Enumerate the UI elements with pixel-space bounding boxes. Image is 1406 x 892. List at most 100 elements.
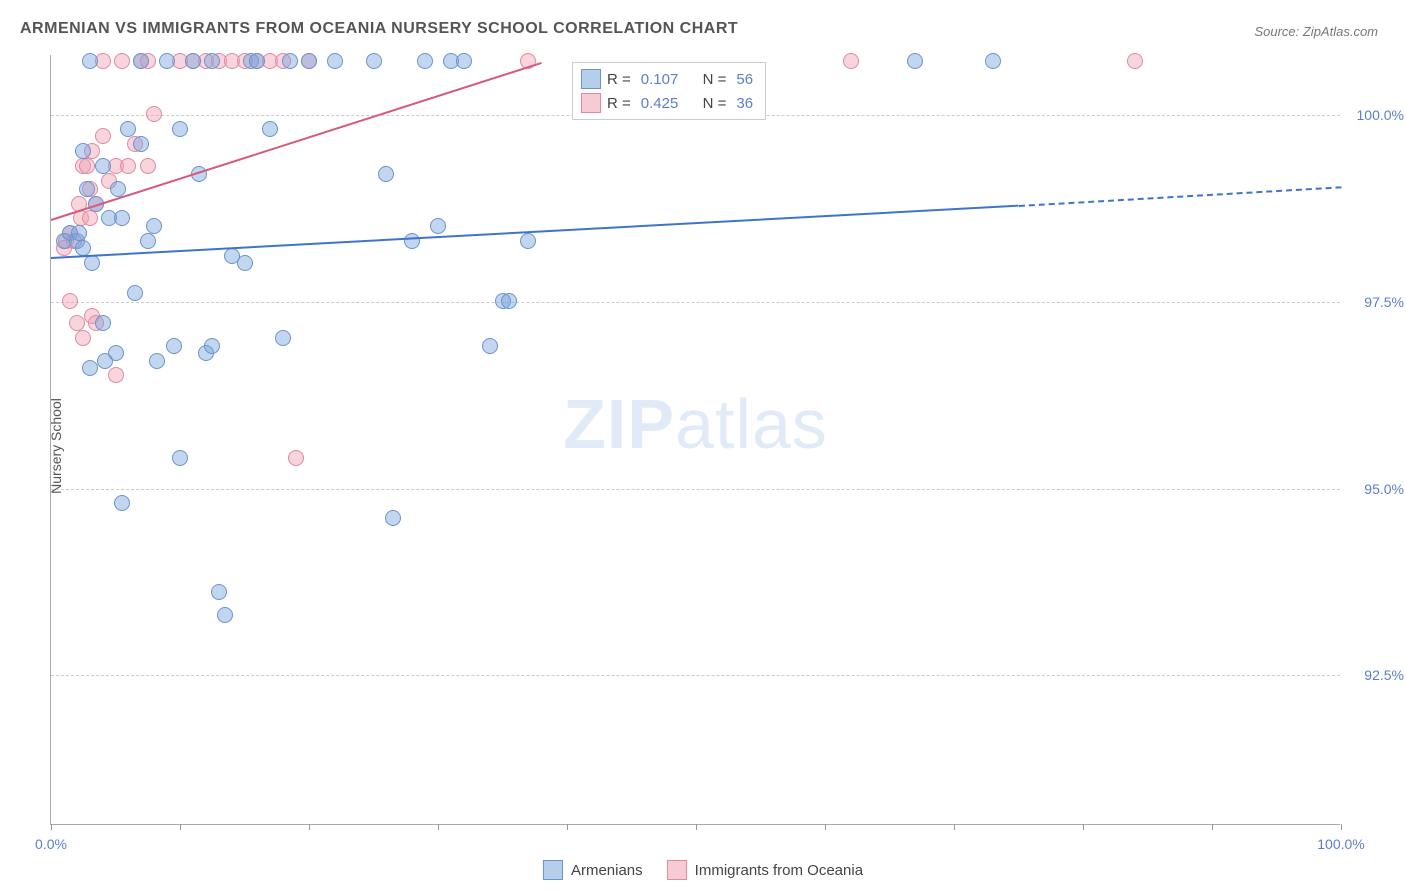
scatter-point-blue <box>71 225 87 241</box>
trend-line-pink <box>51 63 542 222</box>
scatter-point-pink <box>62 293 78 309</box>
x-tick <box>438 824 439 830</box>
legend-n-label: N = <box>703 95 727 112</box>
scatter-point-blue <box>378 166 394 182</box>
gridline <box>51 302 1340 303</box>
x-tick-label: 0.0% <box>35 836 67 852</box>
legend-swatch-blue <box>543 860 563 880</box>
x-tick <box>567 824 568 830</box>
scatter-point-blue <box>482 338 498 354</box>
scatter-point-blue <box>166 338 182 354</box>
x-tick <box>51 824 52 830</box>
scatter-point-blue <box>75 143 91 159</box>
scatter-point-blue <box>275 330 291 346</box>
gridline <box>51 675 1340 676</box>
scatter-point-blue <box>985 53 1001 69</box>
scatter-point-blue <box>211 584 227 600</box>
scatter-point-blue <box>262 121 278 137</box>
trend-line-blue-extrapolated <box>1018 186 1341 207</box>
scatter-point-blue <box>301 53 317 69</box>
scatter-point-blue <box>82 53 98 69</box>
watermark: ZIPatlas <box>563 384 828 464</box>
legend-r-label: R = <box>607 95 631 112</box>
scatter-point-blue <box>95 158 111 174</box>
scatter-point-blue <box>430 218 446 234</box>
x-tick <box>1083 824 1084 830</box>
scatter-point-blue <box>327 53 343 69</box>
scatter-point-blue <box>282 53 298 69</box>
legend-n-value: 56 <box>736 71 753 88</box>
legend-r-value: 0.107 <box>641 71 679 88</box>
scatter-point-blue <box>149 353 165 369</box>
scatter-point-pink <box>146 106 162 122</box>
x-tick <box>1341 824 1342 830</box>
scatter-point-blue <box>385 510 401 526</box>
scatter-point-blue <box>84 255 100 271</box>
scatter-point-pink <box>75 330 91 346</box>
x-tick <box>696 824 697 830</box>
scatter-point-pink <box>79 158 95 174</box>
scatter-point-pink <box>69 315 85 331</box>
scatter-point-blue <box>456 53 472 69</box>
scatter-point-blue <box>114 495 130 511</box>
watermark-light: atlas <box>675 385 828 463</box>
scatter-point-blue <box>501 293 517 309</box>
y-tick-label: 95.0% <box>1346 481 1404 497</box>
watermark-bold: ZIP <box>563 385 675 463</box>
scatter-point-blue <box>159 53 175 69</box>
chart-title: ARMENIAN VS IMMIGRANTS FROM OCEANIA NURS… <box>20 20 738 38</box>
legend-stats-box: R = 0.107 N = 56 R = 0.425 N = 36 <box>572 62 766 120</box>
x-tick <box>180 824 181 830</box>
scatter-point-blue <box>185 53 201 69</box>
legend-series-label: Immigrants from Oceania <box>695 862 863 879</box>
scatter-point-pink <box>140 158 156 174</box>
legend-r-label: R = <box>607 71 631 88</box>
y-tick-label: 92.5% <box>1346 667 1404 683</box>
x-tick <box>1212 824 1213 830</box>
source-attribution: Source: ZipAtlas.com <box>1254 24 1378 39</box>
legend-series: Armenians Immigrants from Oceania <box>543 860 863 880</box>
scatter-point-blue <box>907 53 923 69</box>
scatter-point-blue <box>172 121 188 137</box>
legend-n-label: N = <box>703 71 727 88</box>
scatter-point-blue <box>417 53 433 69</box>
legend-swatch-pink <box>667 860 687 880</box>
legend-swatch-pink <box>581 93 601 113</box>
scatter-point-blue <box>133 53 149 69</box>
scatter-point-blue <box>140 233 156 249</box>
scatter-point-pink <box>114 53 130 69</box>
y-tick-label: 100.0% <box>1346 107 1404 123</box>
scatter-point-blue <box>204 53 220 69</box>
legend-stats-row: R = 0.107 N = 56 <box>581 67 757 91</box>
scatter-point-blue <box>249 53 265 69</box>
scatter-point-blue <box>108 345 124 361</box>
legend-n-value: 36 <box>736 95 753 112</box>
scatter-point-blue <box>520 233 536 249</box>
scatter-point-pink <box>108 367 124 383</box>
scatter-point-blue <box>217 607 233 623</box>
legend-r-value: 0.425 <box>641 95 679 112</box>
scatter-point-pink <box>95 128 111 144</box>
scatter-point-pink <box>288 450 304 466</box>
legend-stats-row: R = 0.425 N = 36 <box>581 91 757 115</box>
scatter-plot-area: ZIPatlas 92.5%95.0%97.5%100.0%0.0%100.0% <box>50 55 1340 825</box>
legend-series-item: Immigrants from Oceania <box>667 860 863 880</box>
x-tick <box>825 824 826 830</box>
trend-line-blue <box>51 205 1019 259</box>
scatter-point-blue <box>114 210 130 226</box>
y-tick-label: 97.5% <box>1346 294 1404 310</box>
scatter-point-blue <box>120 121 136 137</box>
scatter-point-blue <box>237 255 253 271</box>
scatter-point-blue <box>82 360 98 376</box>
scatter-point-blue <box>204 338 220 354</box>
scatter-point-pink <box>82 210 98 226</box>
scatter-point-blue <box>146 218 162 234</box>
scatter-point-blue <box>79 181 95 197</box>
scatter-point-blue <box>366 53 382 69</box>
scatter-point-blue <box>404 233 420 249</box>
scatter-point-blue <box>172 450 188 466</box>
legend-series-label: Armenians <box>571 862 643 879</box>
scatter-point-pink <box>1127 53 1143 69</box>
x-tick <box>309 824 310 830</box>
scatter-point-blue <box>95 315 111 331</box>
